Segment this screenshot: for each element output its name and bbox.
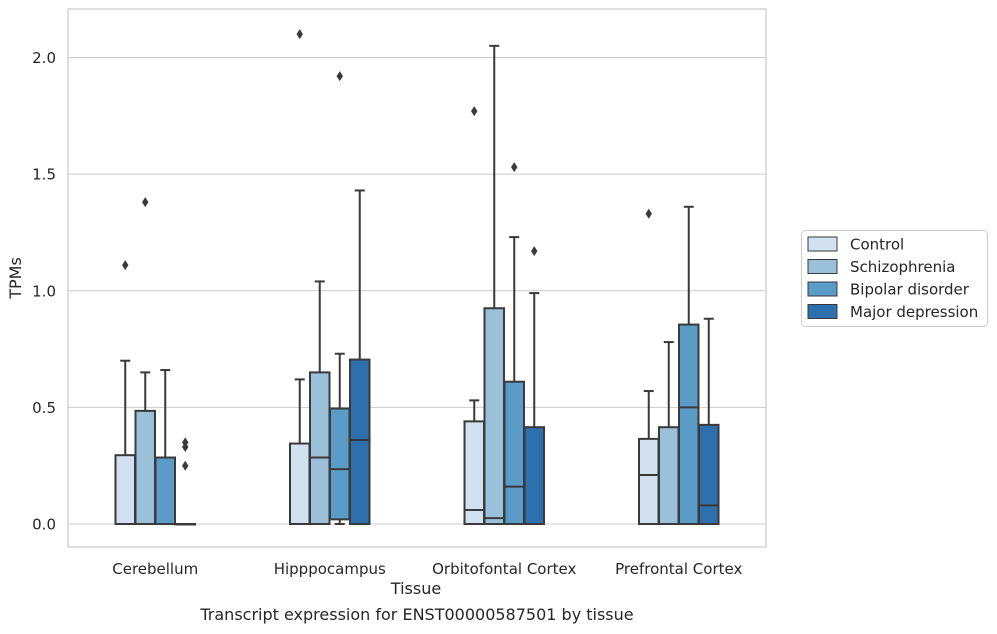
box-body: [483, 307, 505, 525]
box-control: [114, 260, 136, 525]
box-major-depression: [174, 437, 196, 526]
box-control: [463, 106, 485, 525]
outlier-point: [336, 71, 343, 82]
legend-label: Bipolar disorder: [850, 281, 970, 299]
y-axis-label: TPMs: [6, 257, 25, 300]
outlier-point: [182, 437, 189, 448]
outlier-point: [122, 260, 129, 271]
x-tick-label: Cerebellum: [112, 560, 198, 578]
box-body: [134, 409, 156, 525]
box-control: [289, 29, 311, 525]
legend-label: Control: [850, 236, 904, 254]
legend-swatch: [807, 304, 838, 319]
box-body: [523, 426, 545, 526]
legend-label: Major depression: [850, 303, 978, 321]
box-schizophrenia: [309, 280, 331, 526]
y-tick-label: 0.5: [32, 399, 56, 417]
legend-swatch: [807, 259, 838, 274]
outlier-point: [645, 208, 652, 219]
box-bipolar-disorder: [154, 369, 176, 525]
x-tick-label: Hipppocampus: [274, 560, 386, 578]
outlier-point: [531, 246, 538, 257]
box-body: [329, 407, 351, 521]
box-body: [154, 456, 176, 525]
legend: Control Schizophrenia Bipolar disorder Majo…: [801, 230, 988, 327]
plot-area-frame: [67, 8, 767, 548]
box-control: [638, 208, 660, 525]
box-bipolar-disorder: [678, 205, 700, 526]
box-body: [503, 380, 525, 525]
x-tick-label: Orbitofontal Cortex: [432, 560, 576, 578]
x-axis-label: Tissue: [390, 579, 441, 598]
box-bipolar-disorder: [329, 71, 351, 525]
x-axis-ticks: Cerebellum Hipppocampus Orbitofontal Corte…: [112, 560, 742, 578]
box-bipolar-disorder: [503, 162, 525, 525]
box-plot-series: [114, 29, 720, 526]
legend-swatch: [807, 236, 838, 252]
y-tick-label: 1.5: [32, 166, 56, 184]
box-body: [349, 358, 371, 525]
box-schizophrenia: [483, 44, 505, 525]
outlier-point: [296, 29, 303, 40]
box-major-depression: [523, 246, 545, 526]
box-body: [289, 442, 311, 525]
outlier-point: [182, 460, 189, 471]
y-tick-label: 0.0: [32, 516, 56, 534]
box-body: [463, 420, 485, 525]
outlier-point: [511, 162, 518, 173]
x-tick-label: Prefrontal Cortex: [615, 560, 742, 578]
box-body: [309, 371, 331, 526]
y-axis-ticks: 0.0 0.5 1.0 1.5 2.0: [32, 49, 56, 534]
outlier-point: [471, 106, 478, 117]
y-tick-label: 2.0: [32, 49, 56, 67]
box-body: [678, 323, 700, 526]
chart-caption: Transcript expression for ENST0000058750…: [200, 605, 634, 624]
legend-frame: [801, 230, 988, 327]
box-major-depression: [349, 189, 371, 525]
box-body: [114, 454, 136, 525]
box-schizophrenia: [134, 197, 156, 525]
legend-label: Schizophrenia: [850, 258, 955, 276]
box-body: [638, 437, 660, 525]
y-tick-label: 1.0: [32, 282, 56, 300]
box-schizophrenia: [658, 341, 680, 526]
box-body: [698, 423, 720, 525]
outlier-point: [142, 197, 149, 208]
legend-swatch: [807, 281, 838, 297]
box-major-depression: [698, 317, 720, 525]
box-body: [658, 426, 680, 526]
